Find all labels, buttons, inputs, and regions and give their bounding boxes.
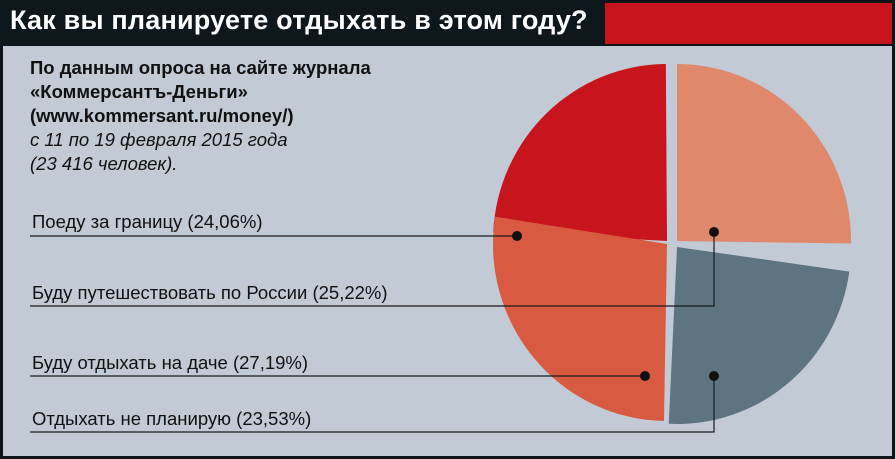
pie-slice-dacha (493, 216, 667, 421)
accent-bar (605, 3, 892, 44)
source-line-3: (www.kommersant.ru/money/) (30, 105, 294, 126)
pie-slice-abroad (493, 64, 667, 242)
source-line-4: с 11 по 19 февраля 2015 года (30, 129, 288, 150)
legend-label-abroad: Поеду за границу (24,06%) (32, 211, 263, 232)
chart-title: Как вы планируете отдыхать в этом году? (10, 5, 588, 35)
source-line-5: (23 416 человек). (30, 153, 178, 174)
pie-slice-none (668, 247, 850, 424)
pie-slices (493, 64, 851, 424)
leader-none-line (30, 376, 715, 433)
leader-russia-dot (709, 227, 719, 237)
source-note: По данным опроса на сайте журнала «Комме… (30, 56, 371, 176)
leader-lines (30, 227, 719, 433)
legend-label-russia: Буду путешествовать по России (25,22%) (32, 282, 388, 303)
pie-slice-russia (677, 64, 851, 244)
title-bar: Как вы планируете отдыхать в этом году? (0, 0, 605, 46)
leader-dacha-dot (640, 371, 650, 381)
leader-russia-line (30, 232, 715, 307)
source-line-1: По данным опроса на сайте журнала (30, 57, 371, 78)
leader-abroad-dot (512, 231, 522, 241)
leader-none-dot (709, 371, 719, 381)
legend-label-dacha: Буду отдыхать на даче (27,19%) (32, 352, 309, 373)
source-line-2: «Коммерсантъ-Деньги» (30, 81, 248, 102)
legend-label-none: Отдыхать не планирую (23,53%) (32, 408, 312, 429)
